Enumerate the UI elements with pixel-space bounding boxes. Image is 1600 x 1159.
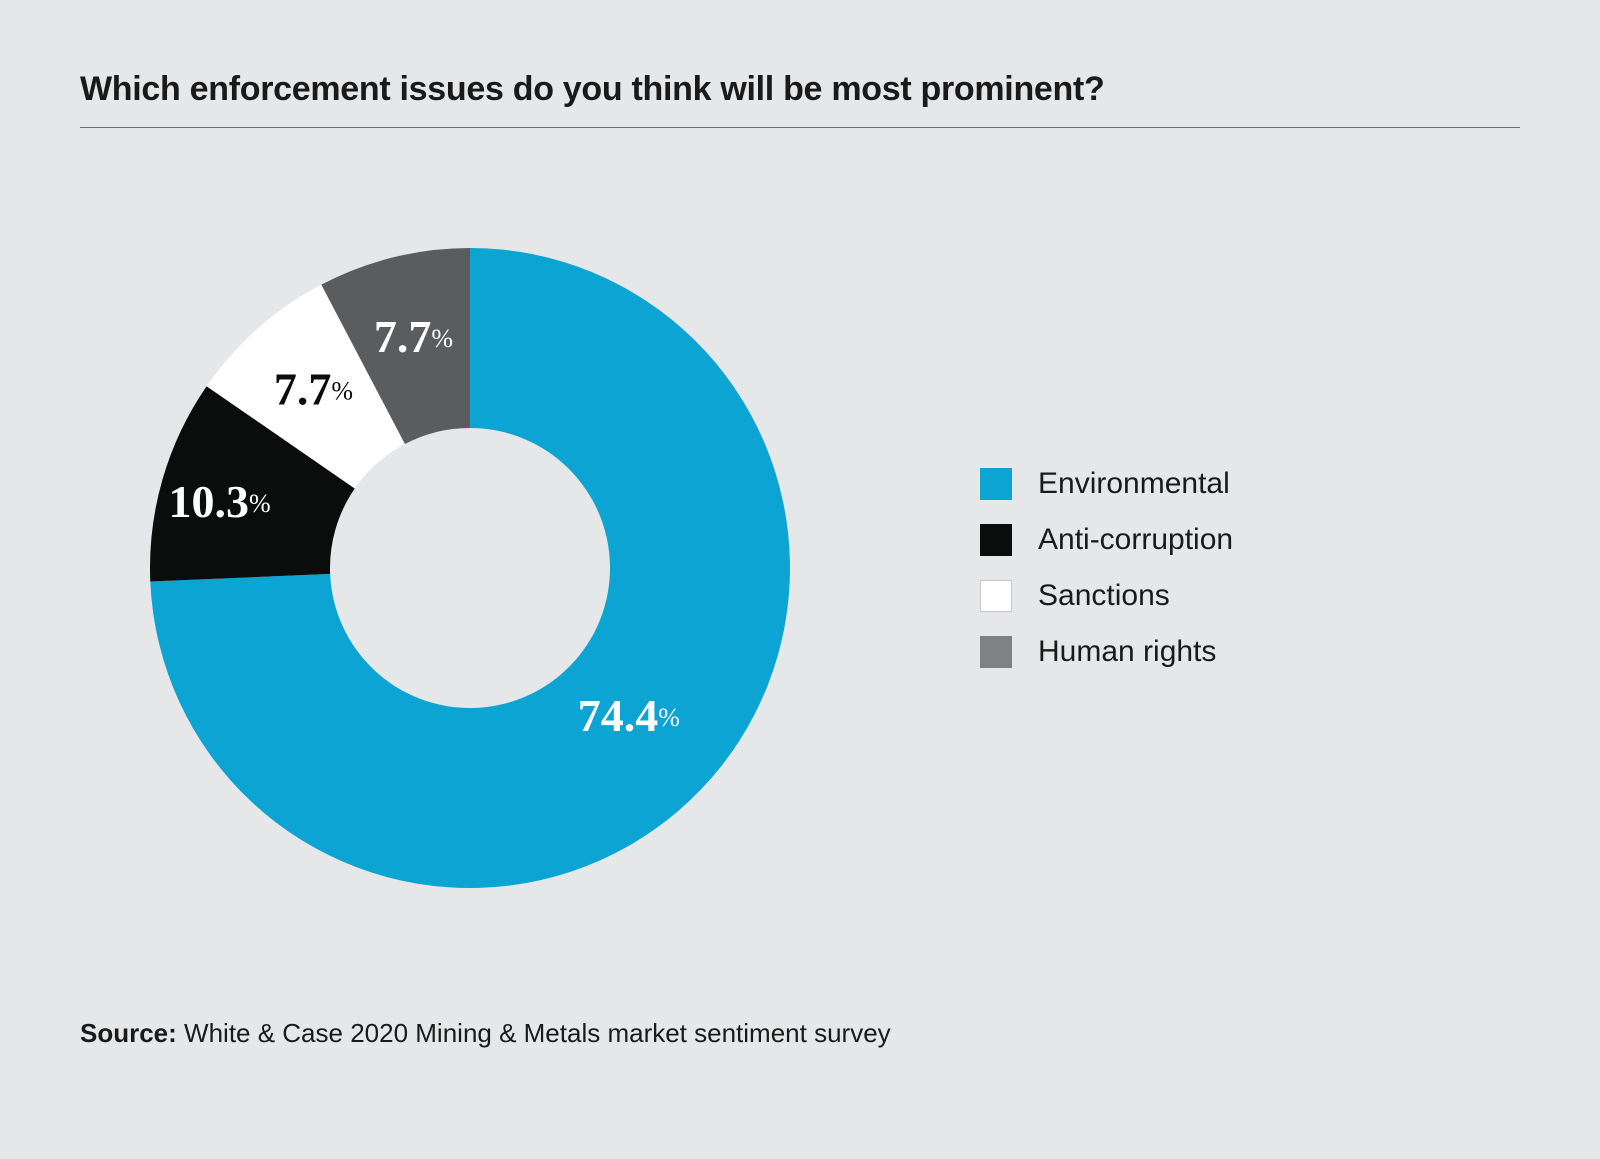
source-text: White & Case 2020 Mining & Metals market… (177, 1018, 891, 1048)
legend-swatch (980, 580, 1012, 612)
source-line: Source: White & Case 2020 Mining & Metal… (80, 1018, 1520, 1049)
donut-chart: 74.4%10.3%7.7%7.7% (80, 208, 860, 928)
legend-item: Anti-corruption (980, 523, 1233, 557)
legend: Environmental Anti-corruption Sanctions Hum… (980, 445, 1233, 691)
legend-label: Sanctions (1038, 579, 1170, 613)
legend-item: Human rights (980, 635, 1233, 669)
legend-label: Environmental (1038, 467, 1230, 501)
legend-swatch (980, 636, 1012, 668)
source-prefix: Source: (80, 1018, 177, 1048)
legend-swatch (980, 524, 1012, 556)
legend-item: Sanctions (980, 579, 1233, 613)
legend-label: Anti-corruption (1038, 523, 1233, 557)
legend-item: Environmental (980, 467, 1233, 501)
chart-title: Which enforcement issues do you think wi… (80, 70, 1520, 128)
chart-row: 74.4%10.3%7.7%7.7% Environmental Anti-cor… (80, 208, 1520, 928)
legend-swatch (980, 468, 1012, 500)
legend-label: Human rights (1038, 635, 1216, 669)
donut-svg: 74.4%10.3%7.7%7.7% (110, 208, 830, 928)
